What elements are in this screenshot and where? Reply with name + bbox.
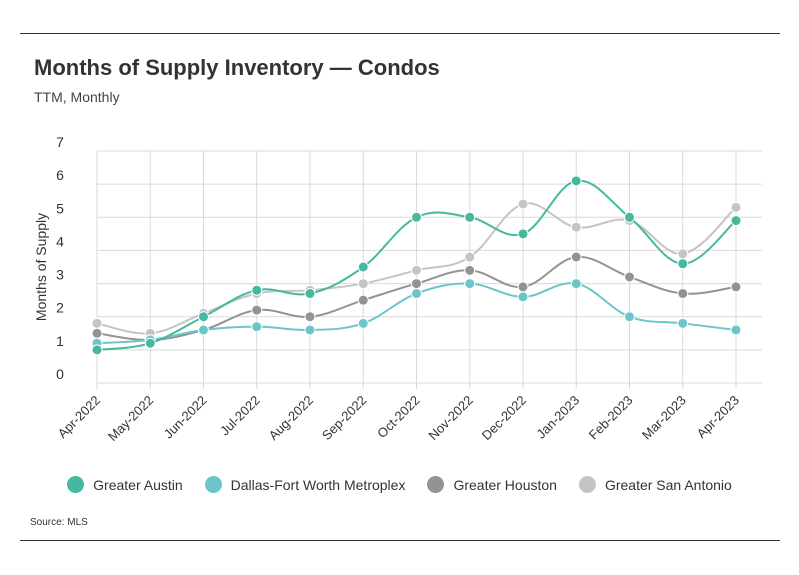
top-rule <box>20 33 780 34</box>
data-point <box>357 278 369 290</box>
data-point <box>570 221 582 233</box>
legend-swatch <box>204 476 222 493</box>
data-point <box>411 211 422 223</box>
data-point <box>730 281 742 293</box>
data-point <box>304 288 316 300</box>
data-point <box>517 228 529 240</box>
y-tick-label: 2 <box>56 300 64 316</box>
x-tick-label: Apr-2023 <box>694 393 742 441</box>
data-point <box>411 264 422 276</box>
legend-label: Greater Houston <box>453 476 557 493</box>
data-point <box>730 215 742 227</box>
x-tick-label: Jan-2023 <box>533 393 582 442</box>
grid <box>96 150 762 389</box>
data-point <box>357 294 369 306</box>
x-tick-label: Sep-2022 <box>319 393 369 443</box>
y-axis-label: Months of Supply <box>33 213 49 321</box>
data-point <box>251 284 263 296</box>
y-tick-label: 7 <box>56 134 64 150</box>
y-tick-label: 1 <box>56 333 64 349</box>
source-note: Source: MLS <box>30 517 88 528</box>
x-tick-label: Dec-2022 <box>479 393 529 443</box>
data-point <box>624 271 635 283</box>
data-point <box>624 211 635 223</box>
legend-swatch <box>67 476 85 493</box>
legend: Greater Austin Dallas-Fort Worth Metrople… <box>0 476 799 493</box>
data-point <box>677 258 689 270</box>
legend-swatch <box>427 476 445 493</box>
x-tick-label: Nov-2022 <box>425 393 475 443</box>
chart-subtitle: TTM, Monthly <box>34 89 120 105</box>
data-point <box>91 317 103 329</box>
data-point <box>624 311 635 323</box>
x-tick-label: Jun-2022 <box>161 393 210 442</box>
data-point <box>677 317 689 329</box>
legend-item: Greater Houston <box>427 476 557 493</box>
data-point <box>464 264 476 276</box>
bottom-rule <box>20 540 780 541</box>
x-tick-label: Oct-2022 <box>374 393 422 441</box>
legend-item: Greater Austin <box>67 476 183 493</box>
data-point <box>677 248 689 260</box>
data-point <box>464 211 476 223</box>
data-point <box>198 311 209 323</box>
chart-title: Months of Supply Inventory — Condos <box>34 55 440 80</box>
y-tick-label: 3 <box>56 267 64 283</box>
data-point <box>251 304 263 316</box>
data-point <box>144 337 156 349</box>
data-point <box>304 324 316 336</box>
x-tick-label: Aug-2022 <box>266 393 316 443</box>
data-point <box>198 324 209 336</box>
x-tick-label: Apr-2022 <box>55 393 103 441</box>
legend-item: Dallas-Fort Worth Metroplex <box>204 476 406 493</box>
y-axis-ticks: 0 1 2 3 4 5 6 7 <box>56 134 64 382</box>
x-tick-label: Jul-2022 <box>217 393 263 439</box>
data-point <box>464 278 476 290</box>
data-point <box>91 327 103 339</box>
y-tick-label: 4 <box>56 233 64 249</box>
x-tick-label: May-2022 <box>105 393 156 444</box>
y-tick-label: 6 <box>56 167 64 183</box>
legend-item: Greater San Antonio <box>578 476 732 493</box>
legend-label: Greater San Antonio <box>604 476 732 493</box>
data-point <box>517 281 529 293</box>
data-point <box>730 324 742 336</box>
x-tick-label: Mar-2023 <box>639 393 689 443</box>
x-tick-label: Feb-2023 <box>586 393 636 443</box>
series-group <box>91 175 742 356</box>
data-point <box>517 291 529 303</box>
data-point <box>304 311 316 323</box>
legend-swatch <box>578 476 596 493</box>
data-point <box>517 198 529 210</box>
data-point <box>570 278 582 290</box>
legend-label: Greater Austin <box>93 476 183 493</box>
data-point <box>464 251 476 263</box>
data-point <box>251 321 263 333</box>
data-point <box>677 288 689 300</box>
x-axis-ticks: Apr-2022 May-2022 Jun-2022 Jul-2022 Aug-2022… <box>55 393 742 444</box>
data-point <box>411 288 422 300</box>
data-point <box>411 278 422 290</box>
data-point <box>91 344 103 356</box>
data-point <box>357 317 369 329</box>
legend-label: Dallas-Fort Worth Metroplex <box>230 476 406 493</box>
data-point <box>570 175 582 187</box>
y-tick-label: 5 <box>56 200 64 216</box>
data-point <box>730 201 742 213</box>
data-point <box>357 261 369 273</box>
data-point <box>570 251 582 263</box>
y-tick-label: 0 <box>56 366 64 382</box>
